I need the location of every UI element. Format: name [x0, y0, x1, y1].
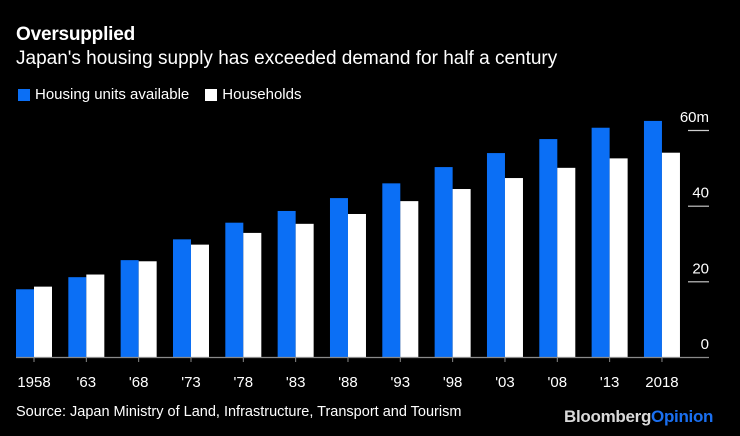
x-tick-label: '98: [443, 374, 463, 391]
x-tick-label: '13: [600, 374, 620, 391]
source-note: Source: Japan Ministry of Land, Infrastr…: [16, 404, 462, 420]
x-tick-label: '73: [181, 374, 201, 391]
bar-housing-units: [120, 260, 139, 357]
bar-households: [347, 213, 366, 357]
bar-housing-units: [539, 139, 558, 357]
bar-housing-units: [329, 198, 348, 357]
bar-housing-units: [68, 277, 87, 357]
bar-housing-units: [382, 183, 401, 357]
y-tick-label: 0: [701, 336, 709, 353]
x-tick-label: '88: [338, 374, 358, 391]
bar-households: [243, 232, 262, 357]
y-tick-label: 60m: [680, 109, 709, 126]
legend-item-housing-units: Housing units available: [18, 86, 189, 103]
bar-households: [400, 201, 419, 357]
bar-households: [34, 286, 52, 357]
x-tick-label: 2018: [645, 374, 678, 391]
legend: Housing units available Households: [18, 86, 317, 103]
bar-households: [86, 274, 105, 357]
x-tick-label: '93: [391, 374, 411, 391]
bar-households: [661, 152, 680, 357]
bar-housing-units: [172, 239, 191, 357]
x-tick-label: '08: [548, 374, 568, 391]
bar-housing-units: [486, 153, 505, 357]
legend-swatch-households: [205, 88, 218, 101]
x-tick-label: '78: [234, 374, 254, 391]
bar-housing-units: [16, 289, 34, 357]
y-tick-label: 20: [692, 260, 709, 277]
bar-households: [609, 158, 628, 357]
x-tick-label: '68: [129, 374, 149, 391]
bar-households: [557, 167, 576, 357]
bar-households: [504, 178, 523, 357]
x-tick-label: '03: [495, 374, 515, 391]
bar-housing-units: [591, 127, 610, 357]
x-tick-label: 1958: [17, 374, 50, 391]
chart-title: Oversupplied: [16, 24, 136, 45]
bar-households: [295, 223, 314, 357]
legend-swatch-housing-units: [18, 88, 30, 101]
legend-item-households: Households: [205, 86, 301, 103]
x-tick-label: '63: [77, 374, 97, 391]
y-tick-label: 40: [692, 185, 709, 202]
legend-label-households: Households: [222, 86, 302, 103]
bar-housing-units: [225, 222, 244, 357]
legend-label-housing-units: Housing units available: [35, 86, 190, 103]
bar-housing-units: [643, 120, 662, 357]
logo-bloomberg: Bloomberg: [564, 407, 652, 426]
bar-households: [190, 244, 209, 357]
bar-households: [138, 261, 157, 357]
bloomberg-opinion-logo: BloombergOpinion: [564, 407, 713, 427]
bar-housing-units: [434, 167, 453, 357]
bar-households: [452, 189, 471, 357]
bar-housing-units: [277, 210, 296, 357]
chart-subtitle: Japan's housing supply has exceeded dema…: [16, 48, 558, 69]
x-tick-label: '83: [286, 374, 306, 391]
logo-opinion: Opinion: [651, 407, 714, 426]
